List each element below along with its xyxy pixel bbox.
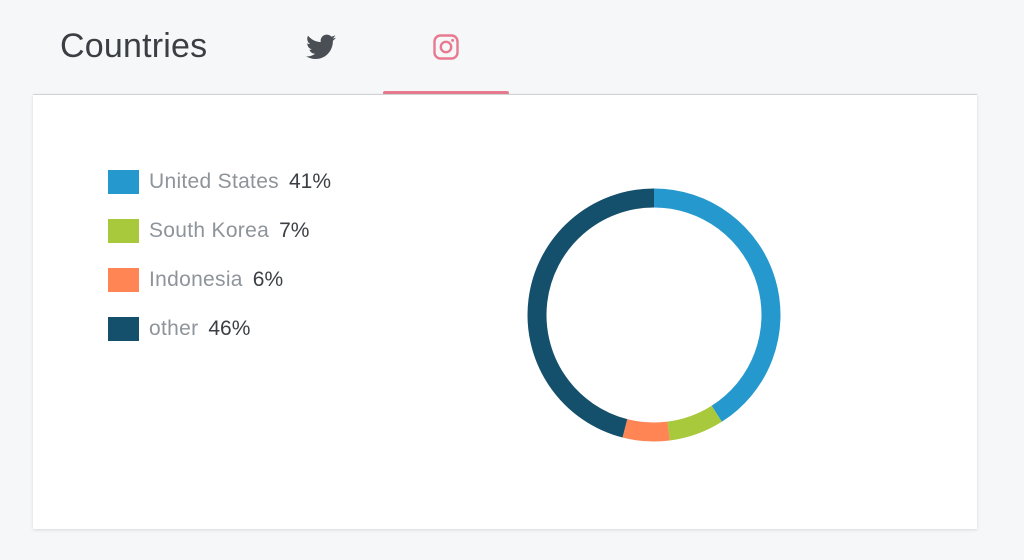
legend-item-united-states: United States 41% — [108, 170, 331, 194]
legend: United States 41% South Korea 7% Indones… — [108, 170, 331, 366]
legend-swatch — [108, 219, 139, 243]
legend-label: South Korea — [149, 219, 270, 242]
legend-item-south-korea: South Korea 7% — [108, 219, 331, 243]
legend-value: 6% — [252, 268, 284, 291]
donut-slice-united-states — [653, 188, 781, 422]
legend-value: 7% — [279, 219, 310, 242]
legend-swatch — [108, 317, 139, 341]
header: Countries — [0, 0, 1024, 95]
legend-label: other — [149, 317, 199, 340]
legend-value: 41% — [288, 170, 332, 193]
legend-item-other: other 46% — [108, 317, 331, 341]
legend-item-indonesia: Indonesia 6% — [108, 268, 331, 292]
donut-slice-other — [527, 188, 655, 438]
donut-chart — [527, 188, 781, 442]
legend-label: United States — [149, 170, 279, 193]
active-tab-indicator — [383, 91, 509, 95]
page-title: Countries — [60, 27, 208, 65]
legend-label: Indonesia — [149, 268, 243, 291]
instagram-icon — [433, 34, 459, 60]
twitter-icon — [306, 34, 336, 59]
donut-slice-south-korea — [667, 405, 722, 441]
legend-value: 46% — [208, 317, 251, 340]
donut-slice-indonesia — [622, 419, 670, 442]
tab-twitter[interactable] — [258, 0, 384, 94]
tab-instagram[interactable] — [383, 0, 509, 94]
chart-card: United States 41% South Korea 7% Indones… — [33, 94, 977, 529]
legend-swatch — [108, 170, 139, 194]
legend-swatch — [108, 268, 139, 292]
